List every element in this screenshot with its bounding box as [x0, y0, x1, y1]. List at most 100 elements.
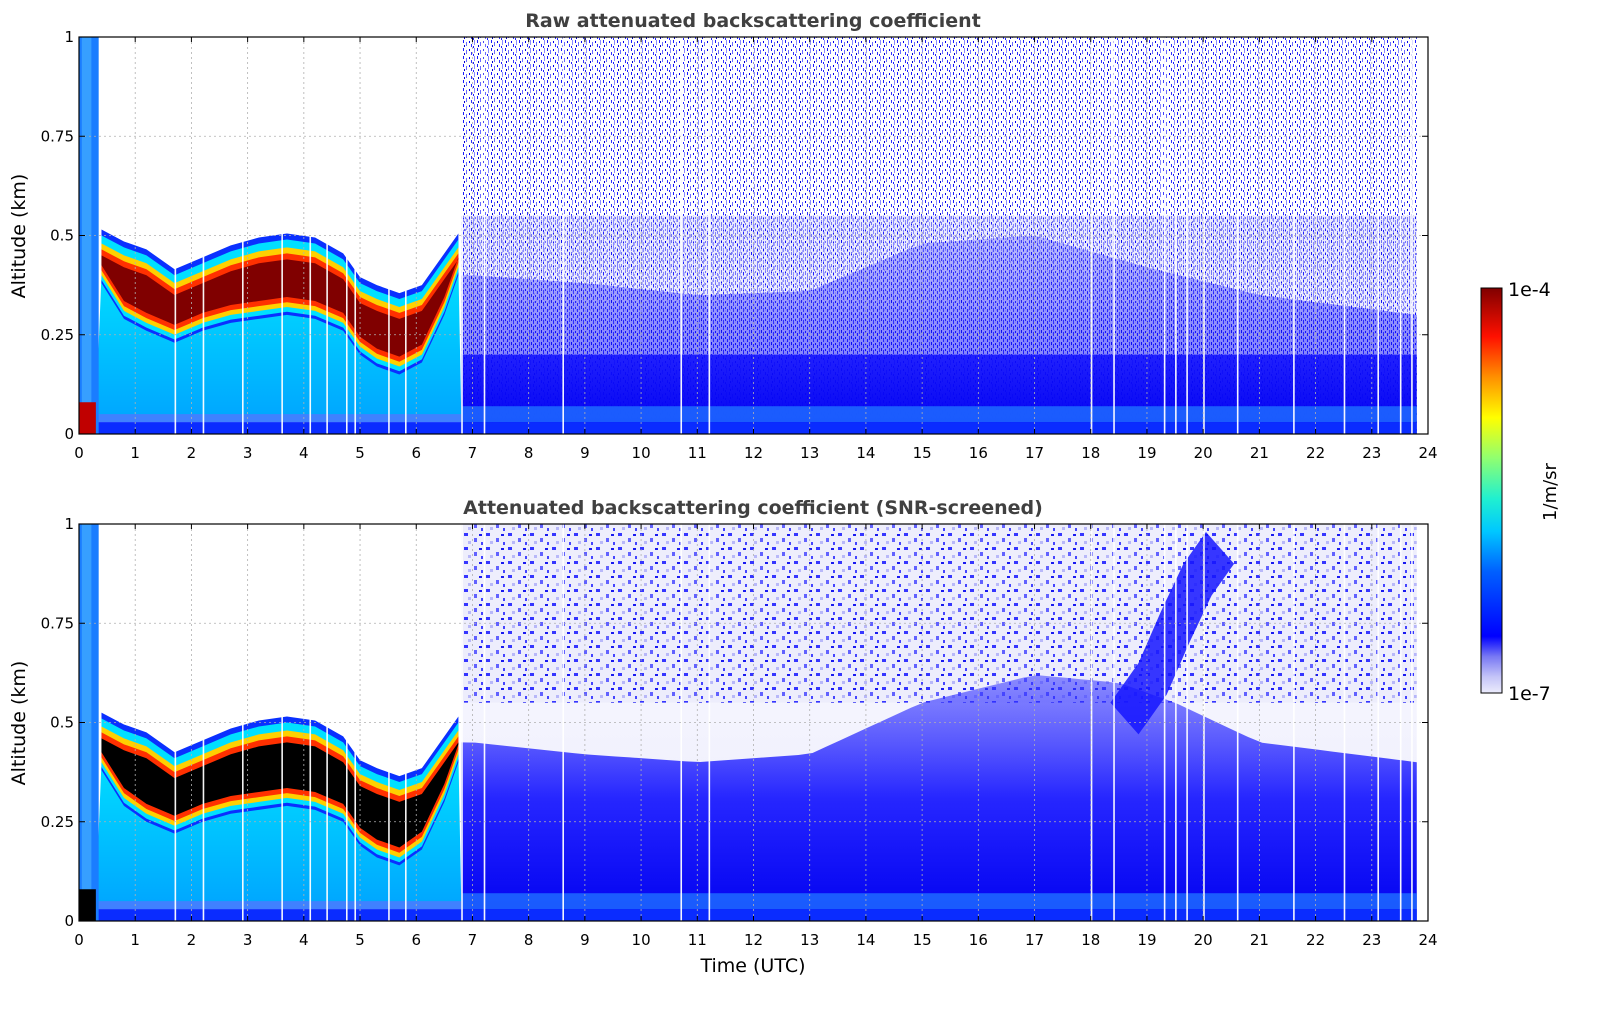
data-gap: [326, 37, 328, 434]
x-tick-label: 8: [524, 931, 534, 949]
x-tick-label: 1: [130, 931, 140, 949]
x-tick-label: 5: [355, 931, 365, 949]
early-surface-cloud: [79, 402, 96, 434]
y-tick-label: 0.5: [50, 227, 74, 245]
boundary-layer: [461, 675, 1417, 921]
data-gap: [680, 524, 683, 921]
x-tick-label: 14: [856, 931, 875, 949]
x-tick-label: 18: [1081, 444, 1100, 462]
x-tick-label: 24: [1418, 444, 1437, 462]
x-tick-label: 3: [243, 444, 253, 462]
x-tick-label: 24: [1418, 931, 1437, 949]
x-tick-label: 9: [580, 931, 590, 949]
x-tick-label: 17: [1025, 444, 1044, 462]
x-tick-label: 8: [524, 444, 534, 462]
sub-cloud-layer: [95, 754, 462, 902]
x-tick-label: 3: [243, 931, 253, 949]
early-column-inner: [81, 37, 92, 434]
data-gap: [281, 524, 283, 921]
x-tick-label: 22: [1306, 444, 1325, 462]
y-tick-label: 1: [64, 515, 74, 533]
x-tick-label: 7: [468, 444, 478, 462]
y-tick-label: 0.75: [41, 127, 74, 145]
early-column-inner: [81, 524, 92, 921]
y-tick-label: 0.25: [41, 326, 74, 344]
x-tick-label: 5: [355, 444, 365, 462]
x-tick-label: 0: [74, 931, 84, 949]
screened-speckle: [461, 524, 1417, 703]
y-tick-label: 0.25: [41, 813, 74, 831]
colorbar-label: 1/m/sr: [1540, 462, 1561, 520]
panel1-y-label: Altitude (km): [8, 174, 30, 299]
x-tick-label: 13: [800, 444, 819, 462]
colorbar-gradient: [1480, 287, 1503, 694]
x-tick-label: 11: [688, 931, 707, 949]
data-gap: [1236, 37, 1239, 434]
cloud-core: [101, 255, 459, 357]
x-tick-label: 4: [299, 931, 309, 949]
colorbar-min-label: 1e-7: [1508, 683, 1551, 705]
x-tick-label: 17: [1025, 931, 1044, 949]
data-gap: [1236, 524, 1239, 921]
data-gap: [242, 37, 244, 434]
x-tick-label: 1: [130, 444, 140, 462]
x-tick-label: 0: [74, 444, 84, 462]
x-tick-label: 20: [1194, 931, 1213, 949]
data-gap: [1377, 37, 1380, 434]
x-tick-label: 16: [969, 931, 988, 949]
x-tick-label: 23: [1362, 444, 1381, 462]
x-tick-label: 12: [744, 931, 763, 949]
x-tick-label: 16: [969, 444, 988, 462]
data-gap: [345, 524, 348, 921]
x-tick-label: 4: [299, 444, 309, 462]
x-tick-label: 10: [632, 444, 651, 462]
y-tick-label: 0: [64, 425, 74, 443]
panel1-x-axis: 0 1 2 3 4 5 6 7 8 9 10 11 12 13 14 15 16 17 18 19 20 21 22 23 24: [74, 37, 1438, 462]
panel2-title: Attenuated backscattering coefficient (S…: [463, 497, 1043, 519]
x-tick-label: 2: [187, 931, 197, 949]
colorbar: 1e-4 1e-7 1/m/sr: [1480, 279, 1561, 705]
data-gap: [1293, 37, 1295, 434]
data-gap: [1377, 524, 1380, 921]
data-gap: [388, 37, 390, 434]
data-gap: [1293, 524, 1295, 921]
data-gap: [202, 37, 205, 434]
colorbar-max-label: 1e-4: [1508, 279, 1551, 301]
surface-band-low: [95, 909, 1417, 921]
data-gap: [1186, 524, 1188, 921]
y-tick-label: 0: [64, 912, 74, 930]
x-tick-label: 15: [913, 444, 932, 462]
x-tick-label: 7: [468, 931, 478, 949]
x-tick-label: 2: [187, 444, 197, 462]
x-tick-label: 18: [1081, 931, 1100, 949]
x-tick-label: 21: [1250, 444, 1269, 462]
data-gap: [1411, 37, 1413, 434]
data-gap: [242, 524, 244, 921]
sub-cloud-layer: [95, 267, 462, 415]
early-surface-cloud: [79, 889, 96, 921]
data-gap: [388, 524, 390, 921]
data-gap: [1411, 524, 1413, 921]
x-tick-label: 23: [1362, 931, 1381, 949]
x-tick-label: 6: [411, 444, 421, 462]
data-gap: [326, 524, 328, 921]
x-tick-label: 13: [800, 931, 819, 949]
panel2-grid: [79, 524, 1428, 921]
panel1-grid: [79, 37, 1428, 434]
data-gap: [1186, 37, 1188, 434]
x-tick-label: 12: [744, 444, 763, 462]
noise-transition: [461, 215, 1417, 355]
y-tick-label: 0.5: [50, 714, 74, 732]
data-gap: [1090, 37, 1093, 434]
x-tick-label: 19: [1137, 444, 1156, 462]
x-tick-label: 14: [856, 444, 875, 462]
data-gap: [1203, 37, 1205, 434]
data-gap: [1090, 524, 1093, 921]
panel2-y-axis: 0 0.25 0.5 0.75 1: [41, 515, 1428, 930]
cloud-core: [101, 738, 459, 848]
data-gap: [680, 37, 683, 434]
y-tick-label: 0.75: [41, 614, 74, 632]
x-tick-label: 21: [1250, 931, 1269, 949]
y-tick-label: 1: [64, 28, 74, 46]
